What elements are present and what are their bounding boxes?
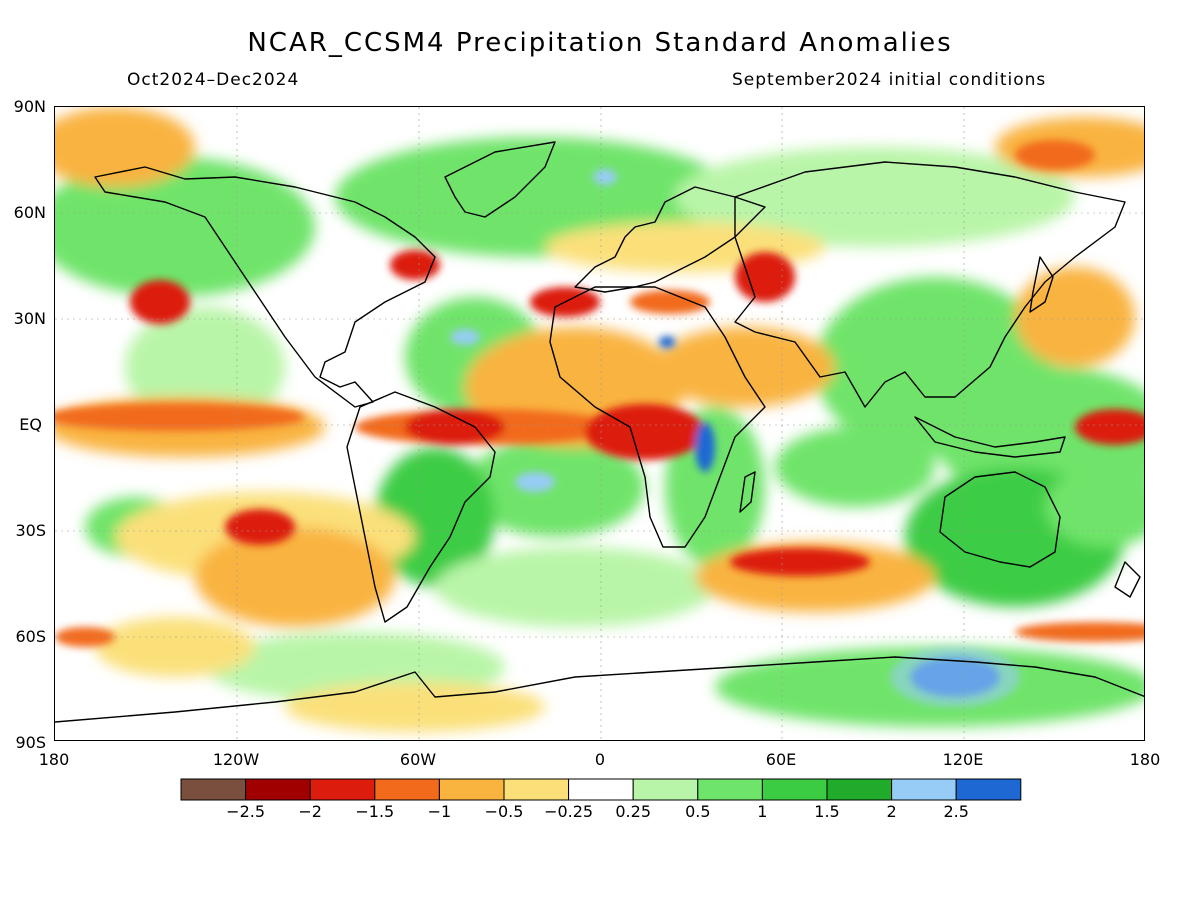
colorbar-swatch	[309, 778, 376, 801]
africa-coast	[549, 286, 766, 548]
colorbar-swatch	[180, 778, 247, 801]
colorbar-swatch	[245, 778, 311, 801]
forecast-period: Oct2024–Dec2024	[127, 70, 300, 90]
colorbar-swatch	[826, 778, 893, 801]
colorbar-tick-label: −2.5	[226, 802, 266, 821]
japan-coast	[1029, 256, 1054, 313]
lat-label-eq: EQ	[19, 415, 42, 434]
colorbar-swatch	[891, 778, 957, 801]
indonesia-coast	[914, 416, 1066, 458]
initial-conditions: September2024 initial conditions	[732, 70, 1047, 90]
colorbar-swatch	[761, 778, 828, 801]
colorbar-swatch	[697, 778, 763, 801]
colorbar-tick-label: 2	[886, 802, 897, 821]
lon-label-180w: 180	[38, 750, 70, 769]
antarctica-coast	[55, 656, 1144, 723]
madagascar-coast	[739, 471, 756, 513]
lon-label-120e: 120E	[942, 750, 984, 769]
anomaly-field-broad	[55, 107, 1144, 732]
lat-label-90s: 90S	[15, 733, 46, 752]
colorbar-swatch	[632, 778, 699, 801]
coastlines	[55, 141, 1144, 723]
lat-label-60n: 60N	[13, 203, 46, 222]
map-graticule	[55, 107, 1144, 740]
colorbar-tick-label: −1	[427, 802, 452, 821]
lat-label-30s: 30S	[15, 521, 46, 540]
colorbar-tick-label: −1.5	[355, 802, 395, 821]
colorbar-tick-label: 2.5	[943, 802, 969, 821]
lat-label-90n: 90N	[13, 97, 46, 116]
precipitation-anomaly-map	[54, 106, 1145, 741]
lat-label-60s: 60S	[15, 627, 46, 646]
colorbar-swatch	[438, 778, 505, 801]
colorbar-swatch	[503, 778, 570, 801]
colorbar-tick-label: −0.25	[544, 802, 594, 821]
colorbar-tick-label: 0.5	[685, 802, 711, 821]
lat-label-30n: 30N	[13, 309, 46, 328]
colorbar-swatch	[955, 778, 1022, 801]
lon-label-0: 0	[594, 750, 606, 769]
colorbar-swatch	[568, 778, 634, 801]
greenland-coast	[444, 141, 556, 218]
colorbar-swatch	[374, 778, 440, 801]
colorbar-tick-label: 0.25	[615, 802, 651, 821]
colorbar-tick-label: −0.5	[484, 802, 524, 821]
north-america-coast	[94, 166, 436, 408]
lon-label-180e: 180	[1129, 750, 1161, 769]
map-canvas	[55, 107, 1144, 740]
colorbar	[180, 778, 1022, 801]
map-title: NCAR_CCSM4 Precipitation Standard Anomal…	[247, 28, 953, 58]
new-zealand-coast	[1114, 561, 1141, 598]
lon-label-60e: 60E	[765, 750, 797, 769]
anomaly-field-strong	[55, 140, 1144, 707]
colorbar-tick-label: −2	[298, 802, 322, 821]
lon-label-120w: 120W	[212, 750, 260, 769]
australia-coast	[939, 471, 1061, 568]
south-america-coast	[346, 391, 496, 623]
lon-label-60w: 60W	[399, 750, 437, 769]
colorbar-tick-label: 1.5	[814, 802, 840, 821]
colorbar-tick-label: 1	[757, 802, 768, 821]
asia-coast	[734, 161, 1126, 408]
